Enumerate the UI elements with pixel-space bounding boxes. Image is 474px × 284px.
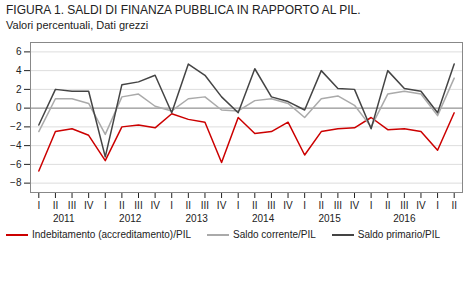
svg-text:I: I: [170, 200, 173, 211]
svg-text:2015: 2015: [318, 213, 341, 224]
svg-text:II: II: [252, 200, 258, 211]
svg-text:0: 0: [16, 102, 22, 113]
svg-text:−2: −2: [10, 121, 22, 132]
html-text:Saldo corrente/PIL: Saldo corrente/PIL: [233, 229, 316, 240]
svg-text:IV: IV: [150, 200, 160, 211]
svg-text:I: I: [436, 200, 439, 211]
svg-text:I: I: [370, 200, 373, 211]
svg-text:IV: IV: [283, 200, 293, 211]
svg-text:II: II: [186, 200, 192, 211]
svg-text:I: I: [303, 200, 306, 211]
svg-text:−6: −6: [10, 159, 22, 170]
html-text:Saldo primario/PIL: Saldo primario/PIL: [357, 229, 441, 240]
svg-text:II: II: [451, 200, 457, 211]
svg-text:2013: 2013: [186, 213, 209, 224]
svg-text:II: II: [119, 200, 125, 211]
svg-text:III: III: [201, 200, 209, 211]
svg-text:IV: IV: [350, 200, 360, 211]
html-text:Indebitamento (accreditamento): Indebitamento (accreditamento)/PIL: [32, 229, 191, 240]
svg-text:IV: IV: [217, 200, 227, 211]
svg-text:IV: IV: [416, 200, 426, 211]
svg-text:6: 6: [16, 46, 22, 57]
svg-text:4: 4: [16, 65, 22, 76]
svg-text:I: I: [104, 200, 107, 211]
svg-text:III: III: [68, 200, 76, 211]
html-text:Valori percentuali, Dati grezz: Valori percentuali, Dati grezzi: [6, 19, 149, 31]
svg-text:2: 2: [16, 84, 22, 95]
svg-text:2014: 2014: [252, 213, 275, 224]
svg-text:III: III: [334, 200, 342, 211]
svg-text:2012: 2012: [119, 213, 142, 224]
html-text:FIGURA 1. SALDI DI FINANZA PUB: FIGURA 1. SALDI DI FINANZA PUBBLICA IN R…: [6, 3, 361, 17]
svg-text:III: III: [267, 200, 275, 211]
svg-text:I: I: [37, 200, 40, 211]
svg-text:2016: 2016: [393, 213, 416, 224]
svg-text:II: II: [318, 200, 324, 211]
svg-text:II: II: [53, 200, 59, 211]
svg-text:I: I: [237, 200, 240, 211]
svg-text:III: III: [134, 200, 142, 211]
svg-text:−4: −4: [10, 140, 22, 151]
svg-text:−8: −8: [10, 177, 22, 188]
svg-text:III: III: [400, 200, 408, 211]
svg-text:II: II: [385, 200, 391, 211]
svg-text:IV: IV: [84, 200, 94, 211]
svg-text:2011: 2011: [53, 213, 75, 224]
